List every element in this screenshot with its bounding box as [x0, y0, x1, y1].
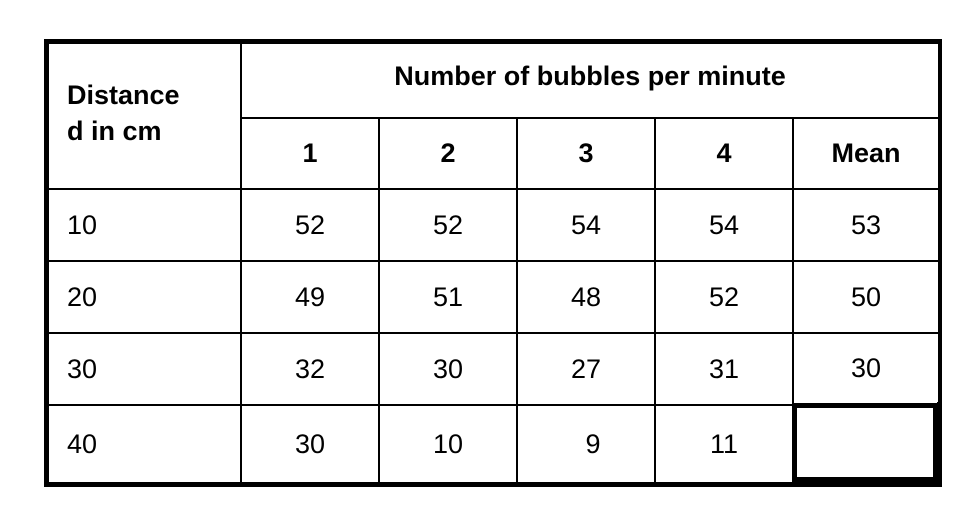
value-cell: 51: [380, 262, 516, 332]
distance-cell: 20: [49, 262, 240, 332]
trial-header-1: 1: [242, 119, 378, 188]
column-divider: [792, 117, 794, 482]
column-divider: [516, 117, 518, 482]
row-divider: [49, 260, 938, 262]
trial-header-3: 3: [518, 119, 654, 188]
column-divider: [240, 44, 242, 482]
value-cell: 9: [518, 406, 654, 482]
value-cell: 11: [656, 406, 792, 482]
value-cell: 54: [656, 190, 792, 260]
row-divider: [240, 117, 938, 119]
value-cell: 52: [656, 262, 792, 332]
value-cell: 52: [380, 190, 516, 260]
value-cell: 32: [242, 334, 378, 404]
column-divider: [378, 117, 380, 482]
row-divider: [49, 404, 938, 406]
distance-header-line2: d in cm: [67, 116, 162, 146]
distance-cell: 10: [49, 190, 240, 260]
group-header: Number of bubbles per minute: [242, 44, 938, 117]
row-divider: [49, 332, 938, 334]
value-cell: 27: [518, 334, 654, 404]
mean-cell: 50: [794, 262, 938, 332]
mean-header: Mean: [794, 119, 938, 188]
mean-cell: 30: [794, 334, 938, 402]
row-divider: [49, 188, 938, 190]
bubbles-table: Distance d in cm Number of bubbles per m…: [44, 39, 942, 487]
trial-header-4: 4: [656, 119, 792, 188]
mean-cell: 53: [794, 190, 938, 260]
value-cell: 30: [380, 334, 516, 404]
value-cell: 48: [518, 262, 654, 332]
value-cell: 49: [242, 262, 378, 332]
value-cell: 31: [656, 334, 792, 404]
distance-cell: 40: [49, 406, 240, 482]
value-cell: 30: [242, 406, 378, 482]
distance-header: Distance d in cm: [49, 44, 240, 188]
column-divider: [654, 117, 656, 482]
value-cell: 10: [380, 406, 516, 482]
trial-header-2: 2: [380, 119, 516, 188]
distance-cell: 30: [49, 334, 240, 404]
mean-cell-empty: [797, 408, 933, 477]
distance-header-line1: Distance: [67, 80, 180, 110]
value-cell: 52: [242, 190, 378, 260]
value-cell: 54: [518, 190, 654, 260]
